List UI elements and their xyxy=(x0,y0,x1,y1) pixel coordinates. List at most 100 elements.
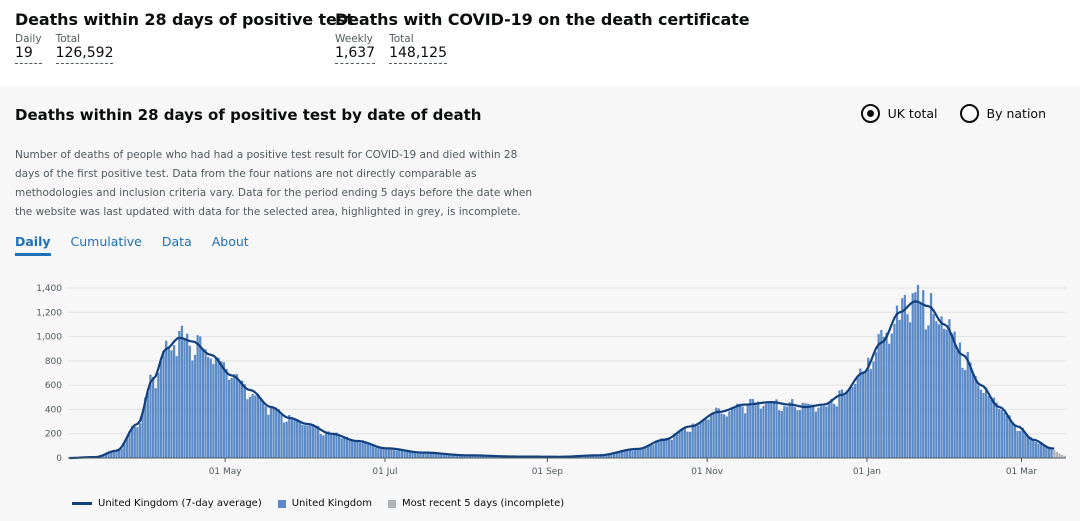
daily-bar xyxy=(429,453,432,458)
daily-bar xyxy=(1021,427,1024,458)
legend-item-incomplete: Most recent 5 days (incomplete) xyxy=(388,498,564,509)
daily-bar xyxy=(827,403,831,458)
daily-bar xyxy=(138,423,142,458)
tab-daily[interactable]: Daily xyxy=(15,234,51,256)
headline-summary: Deaths within 28 days of positive test D… xyxy=(0,0,1080,84)
daily-bar xyxy=(455,455,459,458)
daily-bar xyxy=(136,427,139,458)
daily-bar xyxy=(791,399,794,458)
daily-bar xyxy=(141,411,144,458)
daily-bar xyxy=(969,362,972,458)
daily-bar xyxy=(398,449,401,458)
chart-tabs: Daily Cumulative Data About xyxy=(15,234,249,256)
daily-bar xyxy=(641,448,645,458)
daily-bar xyxy=(1000,410,1003,458)
tab-data[interactable]: Data xyxy=(161,234,192,249)
daily-bar xyxy=(607,454,611,458)
legend-line-icon xyxy=(72,502,92,505)
daily-bar xyxy=(379,447,383,458)
daily-bar xyxy=(628,449,631,458)
daily-bar xyxy=(322,435,325,458)
daily-bar xyxy=(788,402,791,458)
metric-total[interactable]: Total 126,592 xyxy=(55,33,114,64)
x-tick-label: 01 Sep xyxy=(532,467,564,477)
daily-bar xyxy=(377,447,380,458)
daily-bar xyxy=(248,396,252,458)
metric-value: 1,637 xyxy=(335,45,376,64)
daily-bar xyxy=(953,331,956,458)
daily-bar xyxy=(874,352,878,458)
daily-bar xyxy=(144,397,147,458)
daily-bar xyxy=(662,438,666,458)
daily-bar xyxy=(833,403,836,458)
daily-bar xyxy=(605,454,608,458)
daily-bar xyxy=(995,402,998,458)
daily-bar xyxy=(927,325,930,458)
daily-bar xyxy=(937,324,941,458)
daily-bar xyxy=(463,455,466,458)
daily-bar xyxy=(246,399,249,458)
radio-label: UK total xyxy=(887,106,938,121)
daily-bar xyxy=(110,451,113,458)
daily-bar xyxy=(348,438,351,458)
daily-bar xyxy=(843,395,846,458)
daily-bar xyxy=(620,450,624,458)
daily-bar xyxy=(631,450,634,458)
daily-bar xyxy=(437,453,440,458)
daily-bar xyxy=(327,431,330,458)
daily-bar xyxy=(770,402,773,458)
daily-bar xyxy=(238,381,241,458)
daily-bar xyxy=(961,367,964,458)
metric-daily[interactable]: Daily 19 xyxy=(15,33,42,64)
legend-label: United Kingdom xyxy=(291,498,372,509)
daily-bar xyxy=(332,432,335,458)
daily-bar xyxy=(222,362,225,458)
daily-bar xyxy=(123,442,126,458)
tab-about[interactable]: About xyxy=(211,234,249,249)
daily-bar xyxy=(888,343,891,458)
daily-bar xyxy=(419,451,422,458)
daily-bar xyxy=(987,395,990,458)
daily-bar xyxy=(1013,425,1017,458)
daily-bar xyxy=(408,451,411,458)
radio-unchecked-icon[interactable] xyxy=(959,104,979,123)
daily-bar xyxy=(683,426,686,458)
daily-bar xyxy=(220,361,223,458)
x-tick-label: 01 May xyxy=(209,467,243,477)
daily-bar xyxy=(175,356,178,458)
daily-bar xyxy=(303,425,307,458)
daily-bar xyxy=(186,333,189,458)
metric-total[interactable]: Total 148,125 xyxy=(389,33,447,64)
daily-bar xyxy=(241,380,244,458)
daily-bar xyxy=(183,339,186,458)
daily-bar xyxy=(717,408,721,458)
metric-weekly[interactable]: Weekly 1,637 xyxy=(335,33,376,64)
daily-bar xyxy=(814,411,817,458)
daily-bar xyxy=(819,406,823,458)
daily-bar xyxy=(660,438,663,458)
daily-bar xyxy=(1039,442,1043,458)
radio-checked-icon[interactable] xyxy=(860,104,880,123)
area-radio-group: UK total By nation xyxy=(860,104,1046,123)
daily-bar xyxy=(125,437,129,458)
daily-bar xyxy=(416,452,419,458)
daily-bar xyxy=(966,352,969,458)
daily-bar xyxy=(851,386,854,458)
daily-bar xyxy=(652,444,655,458)
daily-bar xyxy=(372,444,375,458)
daily-bar xyxy=(385,448,388,458)
radio-uk-total[interactable]: UK total xyxy=(860,104,938,123)
daily-bar xyxy=(715,407,718,458)
y-tick-label: 1,200 xyxy=(36,308,62,318)
x-tick-label: 01 Nov xyxy=(691,467,724,477)
daily-bar xyxy=(804,403,807,458)
headline-title: Deaths within 28 days of positive test xyxy=(15,10,354,29)
daily-bar xyxy=(434,452,438,458)
tab-cumulative[interactable]: Cumulative xyxy=(70,234,142,249)
daily-bar xyxy=(1011,422,1014,458)
daily-bar xyxy=(848,388,852,458)
radio-by-nation[interactable]: By nation xyxy=(959,104,1046,123)
daily-bar xyxy=(730,407,734,458)
metric-label: Total xyxy=(55,33,81,45)
daily-bar xyxy=(916,284,920,458)
